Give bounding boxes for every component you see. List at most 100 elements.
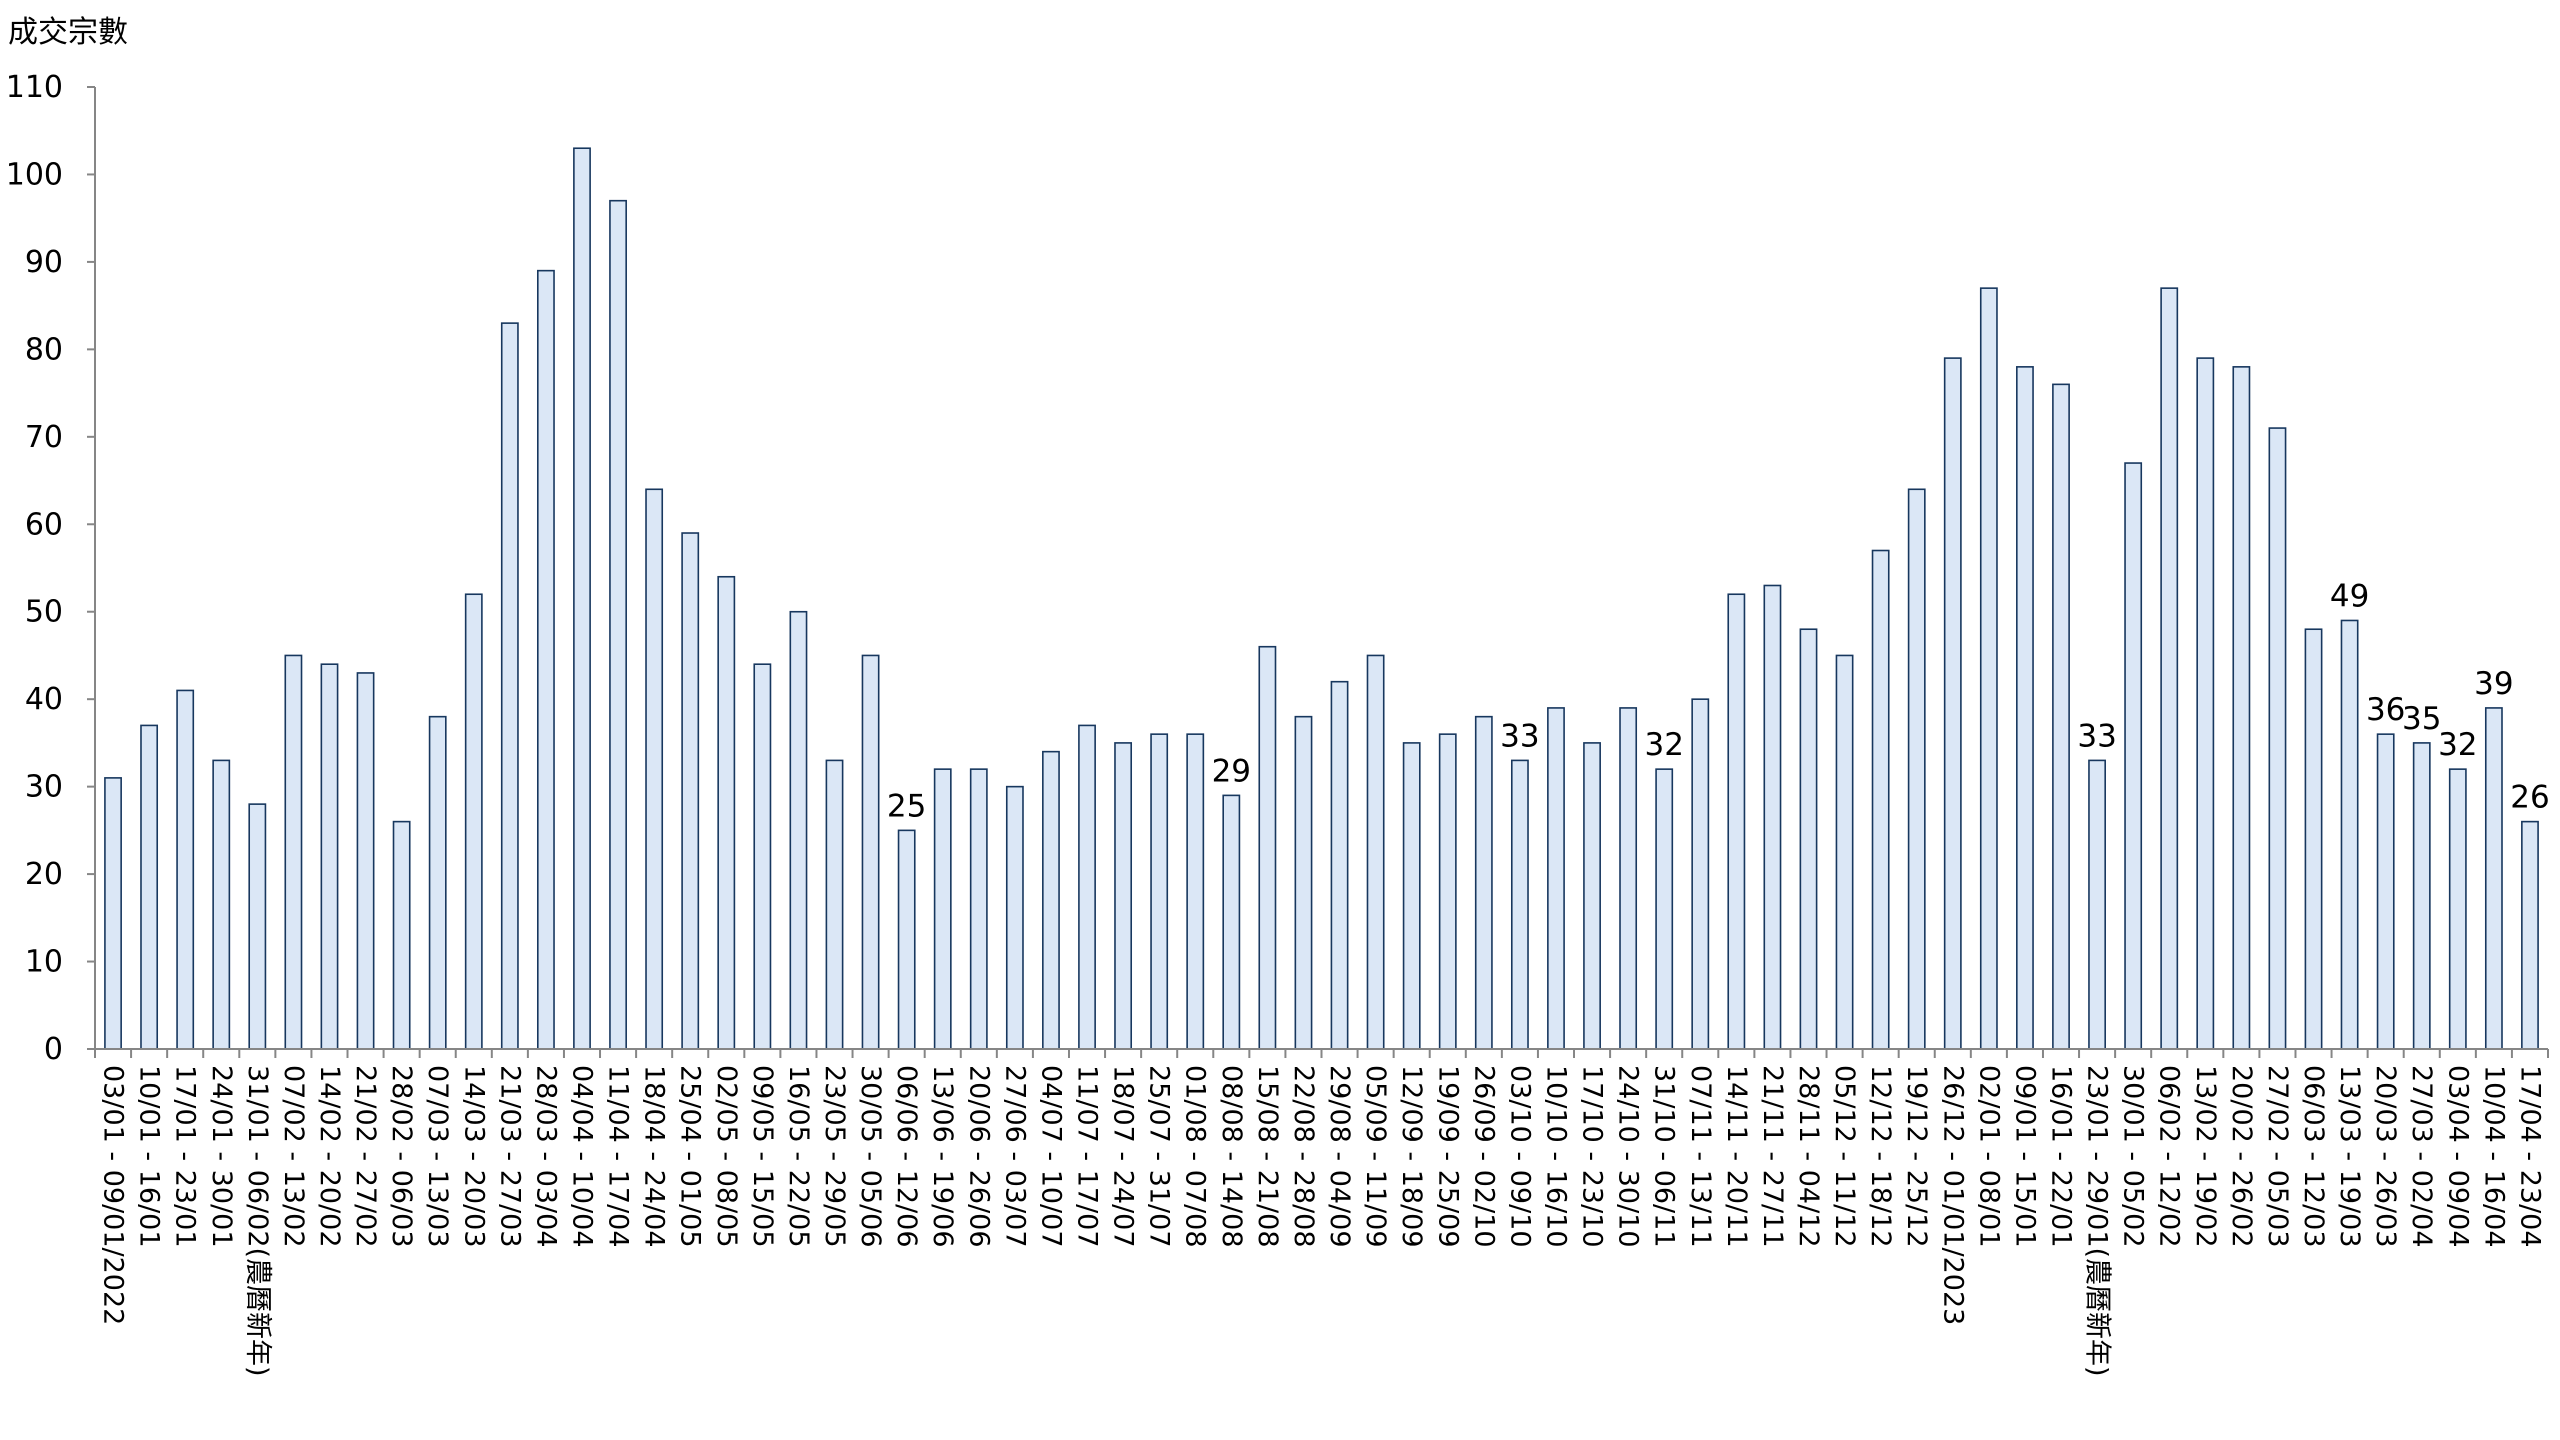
x-tick-label: 12/09 - 18/09 — [1396, 1065, 1427, 1248]
x-tick-label: 21/11 - 27/11 — [1757, 1065, 1788, 1248]
x-tick-label: 13/06 - 19/06 — [927, 1065, 958, 1248]
data-label: 29 — [1212, 753, 1251, 789]
x-tick-label: 17/01 - 23/01 — [170, 1065, 201, 1248]
bar — [176, 689, 195, 1050]
y-tick-label: 30 — [25, 770, 63, 805]
bar — [1294, 715, 1313, 1050]
data-label: 33 — [1500, 718, 1539, 754]
bar — [1438, 733, 1457, 1050]
x-tick-label: 18/04 - 24/04 — [639, 1065, 670, 1248]
bar — [428, 715, 447, 1050]
y-axis: 0 10 20 30 40 50 60 70 80 90 100 110 — [6, 70, 96, 1067]
y-tick-label: 80 — [25, 332, 63, 367]
bar — [861, 654, 880, 1050]
x-tick-label: 24/01 - 30/01 — [206, 1065, 237, 1248]
x-tick-label: 28/11 - 04/12 — [1793, 1065, 1824, 1248]
x-tick-label: 04/04 - 10/04 — [566, 1065, 597, 1248]
data-label: 26 — [2510, 780, 2549, 816]
bar — [1763, 584, 1782, 1050]
x-tick-label: 06/03 - 12/03 — [2298, 1065, 2329, 1248]
bar — [2412, 742, 2431, 1050]
x-tick-label: 11/07 - 17/07 — [1072, 1065, 1103, 1248]
x-tick-label: 05/09 - 11/09 — [1360, 1065, 1391, 1248]
x-tick-label: 14/11 - 20/11 — [1721, 1065, 1752, 1248]
bar — [1799, 628, 1818, 1050]
x-tick-label: 26/09 - 02/10 — [1468, 1065, 1499, 1248]
x-tick-label: 03/10 - 09/10 — [1504, 1065, 1535, 1248]
bar — [789, 610, 808, 1050]
bar — [536, 269, 555, 1050]
bar — [1330, 680, 1349, 1050]
x-tick-label: 12/12 - 18/12 — [1865, 1065, 1896, 1248]
x-tick-label: 21/02 - 27/02 — [350, 1065, 381, 1248]
bar — [1727, 593, 1746, 1050]
bar — [1510, 759, 1529, 1050]
bar — [2448, 768, 2467, 1050]
bar — [1907, 488, 1926, 1050]
x-tick-label: 24/10 - 30/10 — [1613, 1065, 1644, 1248]
bar — [969, 768, 988, 1050]
bar — [464, 593, 483, 1050]
y-tick-label: 100 — [6, 157, 63, 192]
bar — [897, 829, 916, 1050]
x-tick-label: 28/02 - 06/03 — [386, 1065, 417, 1248]
bar — [1547, 707, 1565, 1050]
x-tick-label: 10/01 - 16/01 — [134, 1065, 165, 1248]
bar — [104, 777, 122, 1050]
bars-group — [104, 147, 2539, 1050]
data-label: 32 — [1644, 727, 1683, 763]
bar — [609, 199, 627, 1050]
x-tick-label: 01/08 - 07/08 — [1180, 1065, 1211, 1248]
bar — [2016, 366, 2034, 1050]
bar — [2160, 287, 2179, 1050]
x-tick-label: 14/02 - 20/02 — [314, 1065, 345, 1248]
x-tick-label: 10/10 - 16/10 — [1540, 1065, 1571, 1248]
x-tick-label: 11/04 - 17/04 — [603, 1065, 634, 1248]
y-tick-label: 0 — [44, 1032, 63, 1067]
x-tick-label: 25/07 - 31/07 — [1144, 1065, 1175, 1248]
x-tick-label: 20/02 - 26/02 — [2226, 1065, 2257, 1248]
bar — [500, 322, 519, 1050]
bar — [284, 654, 303, 1050]
x-tick-label: 02/01 - 08/01 — [1973, 1065, 2004, 1248]
x-tick-label: 30/01 - 05/02 — [2118, 1065, 2149, 1248]
y-tick-label: 40 — [25, 682, 63, 717]
bar — [1186, 733, 1205, 1050]
x-tick-label: 21/03 - 27/03 — [494, 1065, 525, 1248]
bar — [212, 759, 231, 1050]
bar — [1258, 645, 1277, 1050]
x-tick-label: 27/06 - 03/07 — [999, 1065, 1030, 1248]
bar — [2196, 357, 2215, 1050]
x-tick-label: 07/03 - 13/03 — [422, 1065, 453, 1248]
x-tick-label: 29/08 - 04/09 — [1324, 1065, 1355, 1248]
x-tick-label: 17/04 - 23/04 — [2514, 1065, 2545, 1248]
y-tick-label: 20 — [25, 857, 63, 892]
bar — [392, 820, 411, 1050]
x-tick-label: 23/01 - 29/01(農曆新年) — [2082, 1065, 2113, 1377]
bar — [1005, 785, 1024, 1050]
bar — [1583, 742, 1601, 1050]
bar — [2268, 427, 2287, 1050]
bar — [1042, 750, 1060, 1050]
x-tick-label: 27/02 - 05/03 — [2262, 1065, 2293, 1248]
x-tick-label: 14/03 - 20/03 — [458, 1065, 489, 1248]
bar — [140, 724, 159, 1050]
x-tick-label: 27/03 - 02/04 — [2406, 1065, 2437, 1248]
bar — [717, 575, 736, 1050]
x-tick-label: 16/01 - 22/01 — [2046, 1065, 2077, 1248]
bar — [1114, 742, 1133, 1050]
x-tick-label: 20/06 - 26/06 — [963, 1065, 994, 1248]
x-tick-label: 20/03 - 26/03 — [2370, 1065, 2401, 1248]
bar — [1366, 654, 1385, 1050]
x-tick-label: 03/04 - 09/04 — [2442, 1065, 2473, 1248]
bar — [2232, 366, 2251, 1050]
bar — [320, 663, 339, 1050]
data-label: 25 — [887, 788, 926, 824]
x-tick-label: 13/03 - 19/03 — [2334, 1065, 2365, 1248]
x-tick-label: 06/06 - 12/06 — [891, 1065, 922, 1248]
bar — [681, 532, 700, 1050]
bar — [1655, 768, 1674, 1050]
x-tick-label: 10/04 - 16/04 — [2478, 1065, 2509, 1248]
bar — [2124, 462, 2143, 1050]
